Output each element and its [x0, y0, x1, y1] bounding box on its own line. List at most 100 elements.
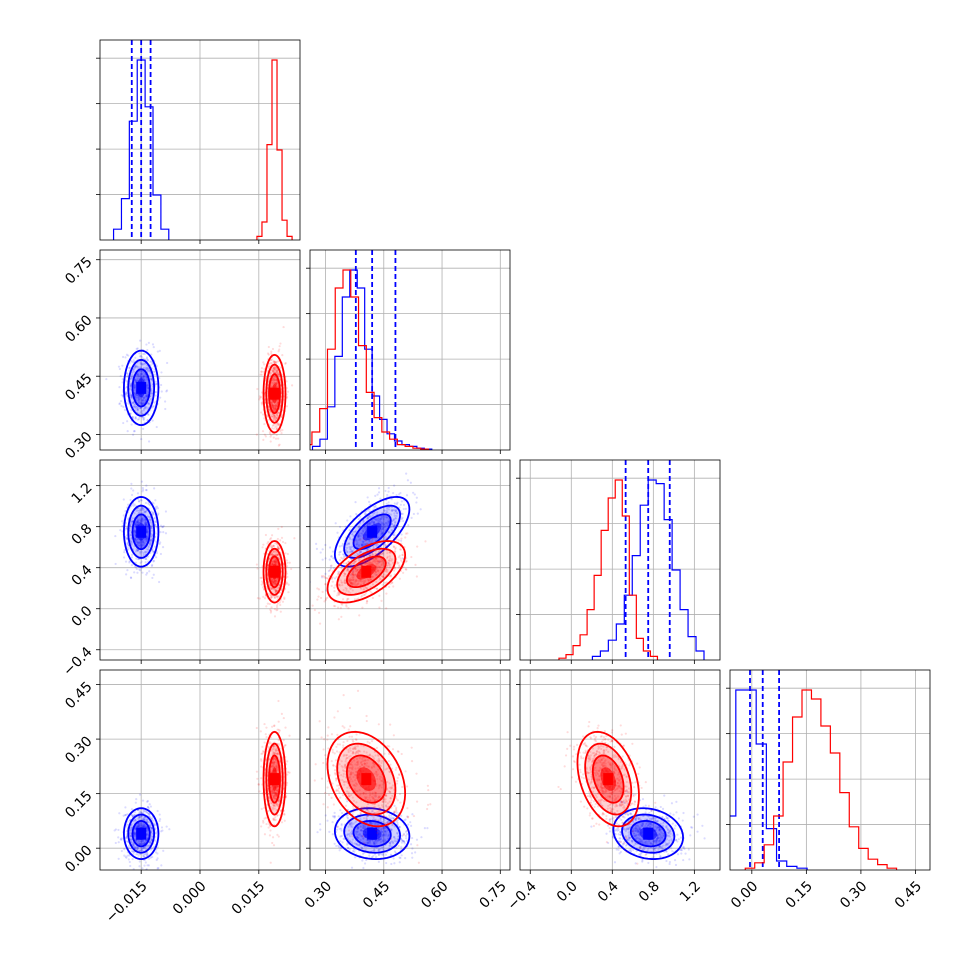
scatter-point: [270, 577, 274, 581]
scatter-point: [354, 582, 357, 585]
scatter-point: [140, 499, 143, 502]
scatter-point: [133, 512, 136, 515]
scatter-point: [378, 560, 382, 563]
scatter-point: [269, 361, 272, 365]
scatter-point: [277, 584, 281, 587]
scatter-point: [155, 556, 158, 559]
scatter-point: [270, 564, 273, 567]
scatter-point: [351, 572, 354, 575]
scatter-point: [388, 555, 391, 558]
scatter-point: [345, 587, 348, 590]
scatter-point: [126, 542, 129, 545]
scatter-point: [274, 418, 277, 421]
scatter-point: [373, 511, 376, 514]
scatter-point: [152, 559, 156, 562]
scatter-point: [138, 816, 141, 819]
scatter-point: [279, 539, 282, 542]
scatter-point: [340, 581, 343, 584]
scatter-point: [285, 380, 288, 383]
scatter-point: [377, 536, 380, 540]
scatter-point: [355, 584, 358, 587]
scatter-point: [139, 853, 142, 856]
scatter-point: [143, 854, 146, 858]
scatter-point: [275, 606, 279, 609]
scatter-point: [357, 538, 360, 541]
scatter-point: [129, 385, 133, 388]
scatter-point: [277, 444, 280, 447]
scatter-point: [272, 367, 275, 370]
scatter-point: [118, 386, 121, 389]
scatter-point: [395, 538, 398, 541]
scatter-point: [342, 562, 345, 565]
scatter-point: [286, 575, 289, 579]
scatter-point: [128, 560, 131, 563]
scatter-point: [375, 587, 379, 591]
scatter-point: [272, 369, 275, 373]
scatter-point: [134, 835, 137, 838]
scatter-point: [270, 595, 273, 598]
scatter-point: [333, 586, 336, 589]
scatter-point: [353, 580, 356, 584]
scatter-point: [168, 828, 171, 831]
scatter-point: [134, 832, 137, 835]
scatter-point: [130, 563, 134, 567]
scatter-point: [275, 551, 278, 554]
scatter-point: [337, 593, 341, 596]
scatter-point: [275, 381, 278, 385]
scatter-point: [272, 544, 275, 547]
scatter-point: [118, 812, 121, 815]
scatter-point: [126, 854, 129, 857]
scatter-point: [273, 413, 276, 417]
scatter-point: [124, 813, 127, 817]
scatter-point: [136, 543, 139, 546]
scatter-point: [354, 567, 357, 570]
scatter-point: [350, 581, 353, 584]
scatter-point: [139, 569, 142, 572]
scatter-point: [146, 837, 149, 840]
scatter-point: [135, 521, 138, 524]
scatter-point: [351, 550, 354, 553]
scatter-point: [142, 839, 145, 842]
scatter-point: [273, 558, 276, 561]
scatter-point: [351, 573, 355, 576]
scatter-point: [273, 560, 277, 563]
scatter-point: [275, 560, 279, 563]
scatter-point: [128, 387, 132, 390]
scatter-point: [371, 575, 374, 579]
scatter-point: [130, 487, 133, 490]
scatter-point: [151, 511, 154, 514]
scatter-point: [343, 581, 347, 585]
scatter-point: [359, 579, 362, 582]
scatter-point: [138, 865, 141, 868]
scatter-point: [133, 378, 137, 381]
scatter-point: [324, 583, 327, 586]
scatter-point: [120, 394, 123, 397]
scatter-point: [269, 608, 272, 611]
scatter-point: [132, 852, 135, 856]
scatter-point: [369, 554, 372, 557]
scatter-point: [275, 433, 278, 437]
scatter-point: [146, 530, 149, 533]
scatter-point: [121, 378, 124, 381]
scatter-point: [334, 522, 337, 525]
scatter-point: [121, 355, 125, 359]
scatter-point: [393, 484, 396, 487]
scatter-point: [147, 402, 151, 406]
scatter-point: [397, 566, 400, 570]
scatter-point: [134, 405, 137, 408]
scatter-point: [146, 832, 149, 835]
scatter-point: [118, 402, 121, 405]
scatter-point: [159, 396, 162, 399]
scatter-point: [275, 416, 278, 420]
scatter-point: [124, 813, 127, 817]
scatter-point: [389, 525, 393, 529]
scatter-point: [375, 580, 378, 584]
scatter-point: [134, 364, 137, 367]
scatter-point: [382, 523, 385, 526]
scatter-point: [138, 842, 141, 845]
scatter-point: [150, 838, 153, 841]
scatter-point: [145, 488, 148, 492]
scatter-point: [274, 550, 278, 553]
scatter-point: [412, 512, 415, 516]
scatter-point: [135, 520, 138, 524]
